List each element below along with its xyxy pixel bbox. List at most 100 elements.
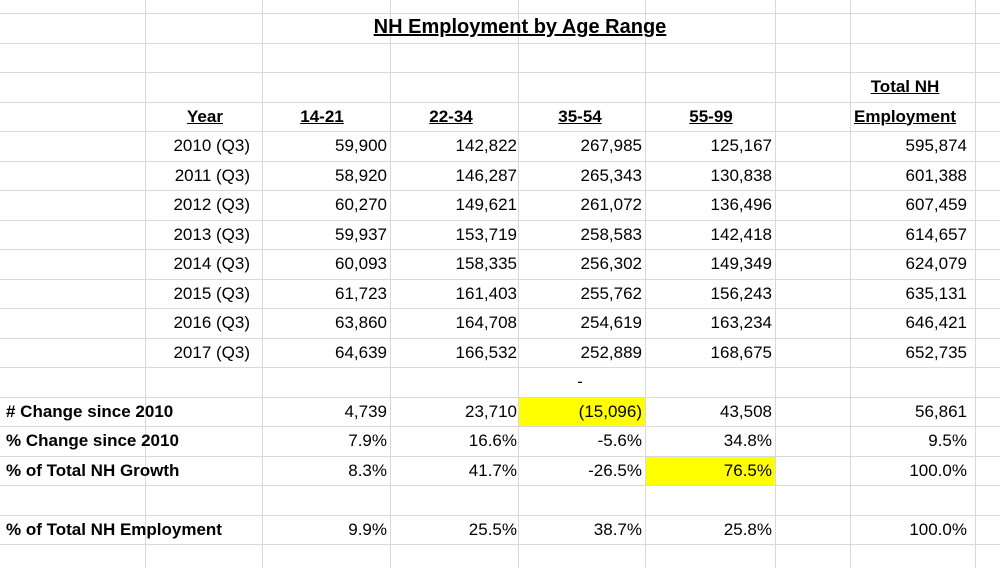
value-cell: 601,388 bbox=[905, 165, 967, 185]
grid-line bbox=[775, 0, 776, 568]
year-cell: 2017 (Q3) bbox=[173, 342, 250, 362]
column-header: 14-21 bbox=[300, 106, 344, 126]
value-cell: 58,920 bbox=[335, 165, 387, 185]
value-cell: 136,496 bbox=[710, 195, 772, 214]
value-cell: 60,093 bbox=[335, 254, 387, 273]
value-cell: 265,343 bbox=[580, 165, 642, 185]
value-cell: 146,287 bbox=[455, 165, 517, 185]
value-cell: 8.3% bbox=[348, 460, 387, 480]
value-cell: 16.6% bbox=[468, 431, 517, 450]
value-cell: 607,459 bbox=[905, 195, 967, 214]
value-cell: 254,619 bbox=[580, 313, 642, 332]
value-cell: 161,403 bbox=[455, 283, 517, 303]
value-cell: 100.0% bbox=[909, 519, 967, 539]
value-cell: 41.7% bbox=[468, 460, 517, 480]
grid-line bbox=[0, 220, 1000, 221]
value-cell: 166,532 bbox=[455, 342, 517, 362]
grid-line bbox=[0, 161, 1000, 162]
year-cell: 2016 (Q3) bbox=[173, 313, 250, 332]
value-cell: 142,418 bbox=[710, 224, 772, 244]
title: NH Employment by Age Range bbox=[373, 16, 667, 38]
row-label: % of Total NH Growth bbox=[6, 460, 180, 480]
value-cell: 59,937 bbox=[335, 224, 387, 244]
row-label: % Change since 2010 bbox=[6, 431, 179, 450]
value-cell: 9.5% bbox=[928, 431, 967, 450]
value-cell: 153,719 bbox=[455, 224, 517, 244]
column-header: 22-34 bbox=[429, 106, 473, 126]
value-cell: 34.8% bbox=[723, 431, 772, 450]
value-cell: 158,335 bbox=[455, 254, 517, 273]
value-cell: 168,675 bbox=[710, 342, 772, 362]
value-cell: 646,421 bbox=[905, 313, 967, 332]
year-cell: 2015 (Q3) bbox=[173, 283, 250, 303]
value-cell: 38.7% bbox=[593, 519, 642, 539]
grid-line bbox=[518, 0, 519, 568]
dash-cell: - bbox=[577, 372, 583, 391]
grid-line bbox=[0, 13, 1000, 14]
value-cell: 261,072 bbox=[580, 195, 642, 214]
value-cell: 25.5% bbox=[468, 519, 517, 539]
column-header: Total NH bbox=[870, 77, 940, 96]
value-cell: 624,079 bbox=[905, 254, 967, 273]
value-cell: 9.9% bbox=[348, 519, 387, 539]
value-cell: 43,508 bbox=[720, 401, 772, 421]
grid-line bbox=[0, 72, 1000, 73]
grid-line bbox=[0, 190, 1000, 191]
year-cell: 2010 (Q3) bbox=[173, 136, 250, 155]
value-cell: 164,708 bbox=[455, 313, 517, 332]
value-cell: 64,639 bbox=[335, 342, 387, 362]
grid-line bbox=[0, 131, 1000, 132]
value-cell: 595,874 bbox=[905, 136, 967, 155]
grid-line bbox=[0, 485, 1000, 486]
value-cell: (15,096) bbox=[578, 401, 642, 421]
year-cell: 2011 (Q3) bbox=[174, 165, 250, 185]
value-cell: 23,710 bbox=[465, 401, 517, 421]
grid-line bbox=[0, 397, 1000, 398]
grid-line bbox=[145, 0, 146, 568]
value-cell: 142,822 bbox=[455, 136, 517, 155]
value-cell: 652,735 bbox=[905, 342, 967, 362]
grid-line bbox=[975, 0, 976, 568]
year-cell: 2014 (Q3) bbox=[173, 254, 250, 273]
value-cell: 267,985 bbox=[580, 136, 642, 155]
row-label: % of Total NH Employment bbox=[6, 519, 222, 539]
highlight bbox=[518, 397, 645, 426]
grid-line bbox=[0, 515, 1000, 516]
grid-line bbox=[0, 43, 1000, 44]
grid-line bbox=[645, 0, 646, 568]
column-header: Employment bbox=[853, 106, 957, 126]
value-cell: 258,583 bbox=[580, 224, 642, 244]
value-cell: 56,861 bbox=[915, 401, 967, 421]
row-label: # Change since 2010 bbox=[6, 401, 174, 421]
grid-line bbox=[0, 279, 1000, 280]
value-cell: 60,270 bbox=[335, 195, 387, 214]
grid-line bbox=[0, 367, 1000, 368]
grid-line bbox=[262, 0, 263, 568]
value-cell: 4,739 bbox=[344, 401, 387, 421]
grid-line bbox=[850, 0, 851, 568]
value-cell: 255,762 bbox=[580, 283, 642, 303]
grid-line bbox=[0, 544, 1000, 545]
grid-line bbox=[0, 456, 1000, 457]
grid-line bbox=[0, 308, 1000, 309]
value-cell: -5.6% bbox=[597, 431, 642, 450]
year-cell: 2013 (Q3) bbox=[173, 224, 250, 244]
value-cell: 256,302 bbox=[580, 254, 642, 273]
value-cell: 76.5% bbox=[723, 460, 772, 480]
highlight bbox=[645, 456, 775, 485]
value-cell: 100.0% bbox=[909, 460, 967, 480]
value-cell: 59,900 bbox=[335, 136, 387, 155]
value-cell: 7.9% bbox=[348, 431, 387, 450]
value-cell: 63,860 bbox=[335, 313, 387, 332]
value-cell: 614,657 bbox=[905, 224, 967, 244]
value-cell: 125,167 bbox=[710, 136, 772, 155]
grid-line bbox=[390, 0, 391, 568]
grid-line bbox=[0, 426, 1000, 427]
value-cell: 61,723 bbox=[335, 283, 387, 303]
column-header: 55-99 bbox=[689, 106, 733, 126]
value-cell: 635,131 bbox=[905, 283, 967, 303]
grid-line bbox=[0, 338, 1000, 339]
value-cell: 149,621 bbox=[455, 195, 517, 214]
column-header: 35-54 bbox=[558, 106, 602, 126]
